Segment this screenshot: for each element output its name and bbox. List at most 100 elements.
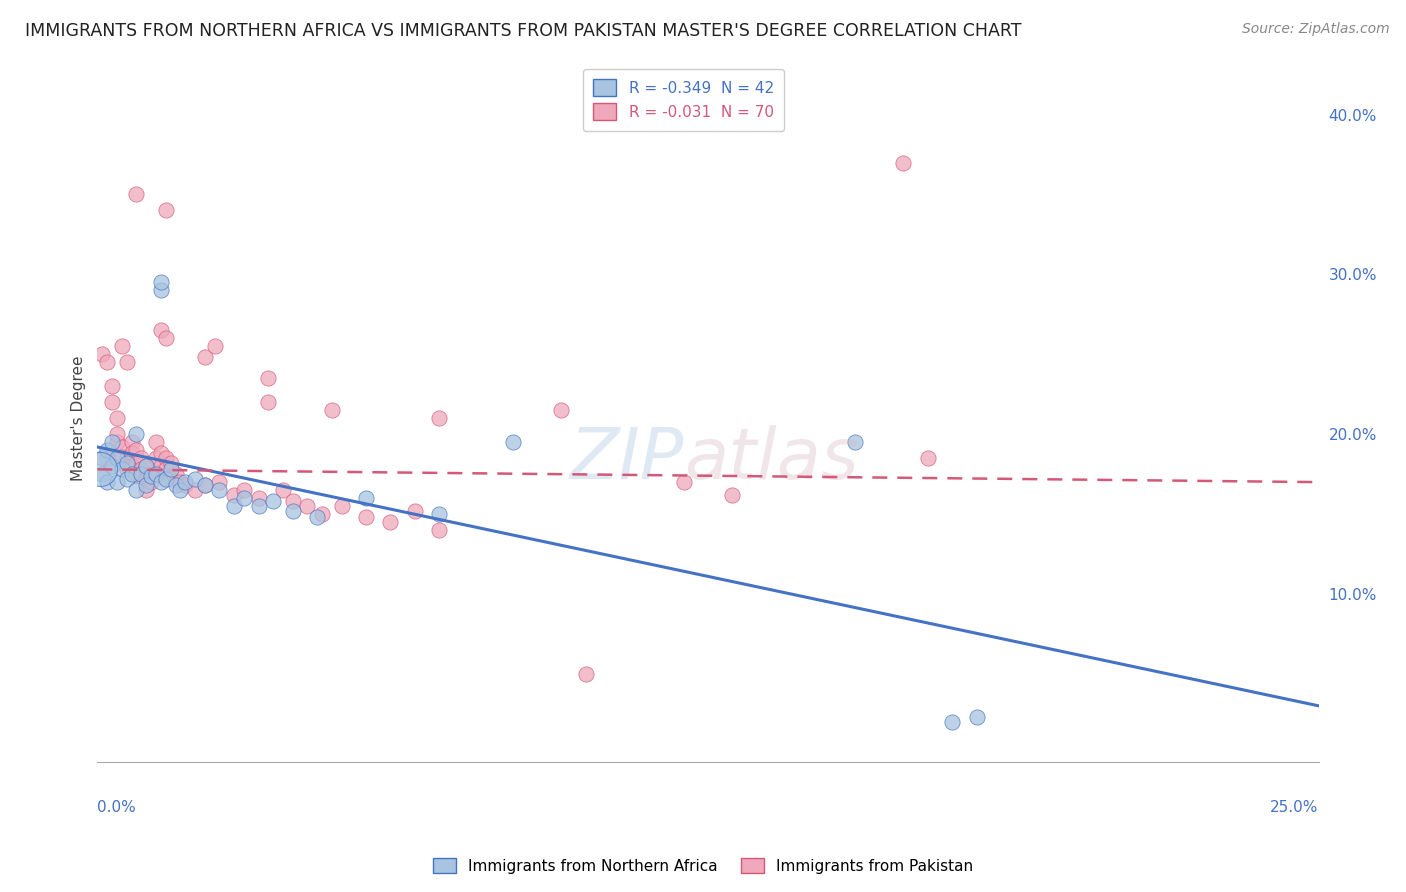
Point (125, 483, 148, 497)
Point (139, 468, 162, 483)
Point (159, 472, 181, 486)
Point (155, 451, 177, 466)
Point (844, 435, 866, 450)
Point (149, 446, 172, 460)
Point (115, 462, 138, 476)
Point (105, 427, 128, 442)
Point (307, 510, 329, 524)
Point (917, 451, 939, 466)
Point (145, 467, 167, 482)
Point (502, 435, 524, 450)
Point (427, 523, 450, 537)
Text: IMMIGRANTS FROM NORTHERN AFRICA VS IMMIGRANTS FROM PAKISTAN MASTER'S DEGREE CORR: IMMIGRANTS FROM NORTHERN AFRICA VS IMMIG… (25, 22, 1022, 40)
Point (257, 395, 280, 409)
Point (135, 478, 157, 492)
Point (721, 488, 744, 502)
Point (155, 203, 177, 218)
Point (96, 355, 118, 369)
Point (131, 451, 153, 466)
Point (105, 475, 128, 489)
Point (115, 451, 138, 466)
Point (135, 459, 157, 474)
Point (125, 187, 148, 202)
Point (145, 451, 167, 466)
Point (115, 472, 138, 486)
Point (208, 483, 231, 497)
Point (101, 395, 124, 409)
Point (91, 467, 114, 482)
Point (101, 379, 124, 393)
Point (311, 507, 333, 521)
Point (155, 472, 177, 486)
Point (96, 451, 118, 466)
Point (91, 347, 114, 361)
Point (149, 475, 172, 489)
Point (427, 411, 450, 425)
Point (121, 467, 143, 482)
Point (131, 467, 153, 482)
Point (101, 435, 124, 450)
Point (139, 467, 162, 482)
Legend: Immigrants from Northern Africa, Immigrants from Pakistan: Immigrants from Northern Africa, Immigra… (427, 852, 979, 880)
Point (165, 467, 187, 482)
Point (96, 443, 118, 458)
Point (105, 435, 128, 450)
Point (149, 276, 172, 290)
Point (105, 411, 128, 425)
Point (194, 478, 217, 492)
Point (121, 459, 143, 474)
Point (139, 475, 162, 489)
Point (159, 462, 181, 476)
Point (550, 403, 572, 417)
Point (893, 155, 915, 169)
Point (135, 472, 157, 486)
Point (131, 462, 153, 476)
Point (101, 459, 124, 474)
Point (208, 475, 231, 489)
Point (232, 483, 254, 497)
Point (404, 504, 426, 518)
Point (330, 499, 353, 513)
Point (155, 462, 177, 476)
Text: atlas: atlas (683, 425, 858, 494)
Point (135, 459, 157, 474)
Point (257, 371, 280, 385)
Y-axis label: Master's Degree: Master's Degree (72, 355, 86, 481)
Text: 0.0%: 0.0% (97, 799, 136, 814)
Point (271, 483, 294, 497)
Point (184, 472, 207, 486)
Point (297, 499, 319, 513)
Point (91, 451, 114, 466)
Point (125, 467, 148, 482)
Point (135, 483, 157, 497)
Point (247, 499, 270, 513)
Point (155, 331, 177, 345)
Point (149, 323, 172, 337)
Point (174, 475, 197, 489)
Point (966, 710, 988, 724)
Point (149, 284, 172, 298)
Point (224, 488, 246, 502)
Point (149, 459, 172, 474)
Point (125, 443, 148, 458)
Point (184, 483, 207, 497)
Point (111, 440, 134, 454)
Point (281, 494, 304, 508)
Point (281, 504, 304, 518)
Text: 25.0%: 25.0% (1271, 799, 1319, 814)
Point (575, 666, 598, 681)
Point (169, 483, 191, 497)
Point (427, 507, 450, 521)
Point (321, 403, 343, 417)
Point (165, 478, 187, 492)
Point (121, 446, 143, 460)
Point (204, 339, 226, 353)
Point (111, 450, 134, 464)
Point (115, 355, 138, 369)
Legend: R = -0.349  N = 42, R = -0.031  N = 70: R = -0.349 N = 42, R = -0.031 N = 70 (582, 69, 785, 131)
Point (96, 475, 118, 489)
Point (111, 462, 134, 476)
Point (262, 494, 284, 508)
Point (354, 510, 377, 524)
Point (380, 515, 402, 529)
